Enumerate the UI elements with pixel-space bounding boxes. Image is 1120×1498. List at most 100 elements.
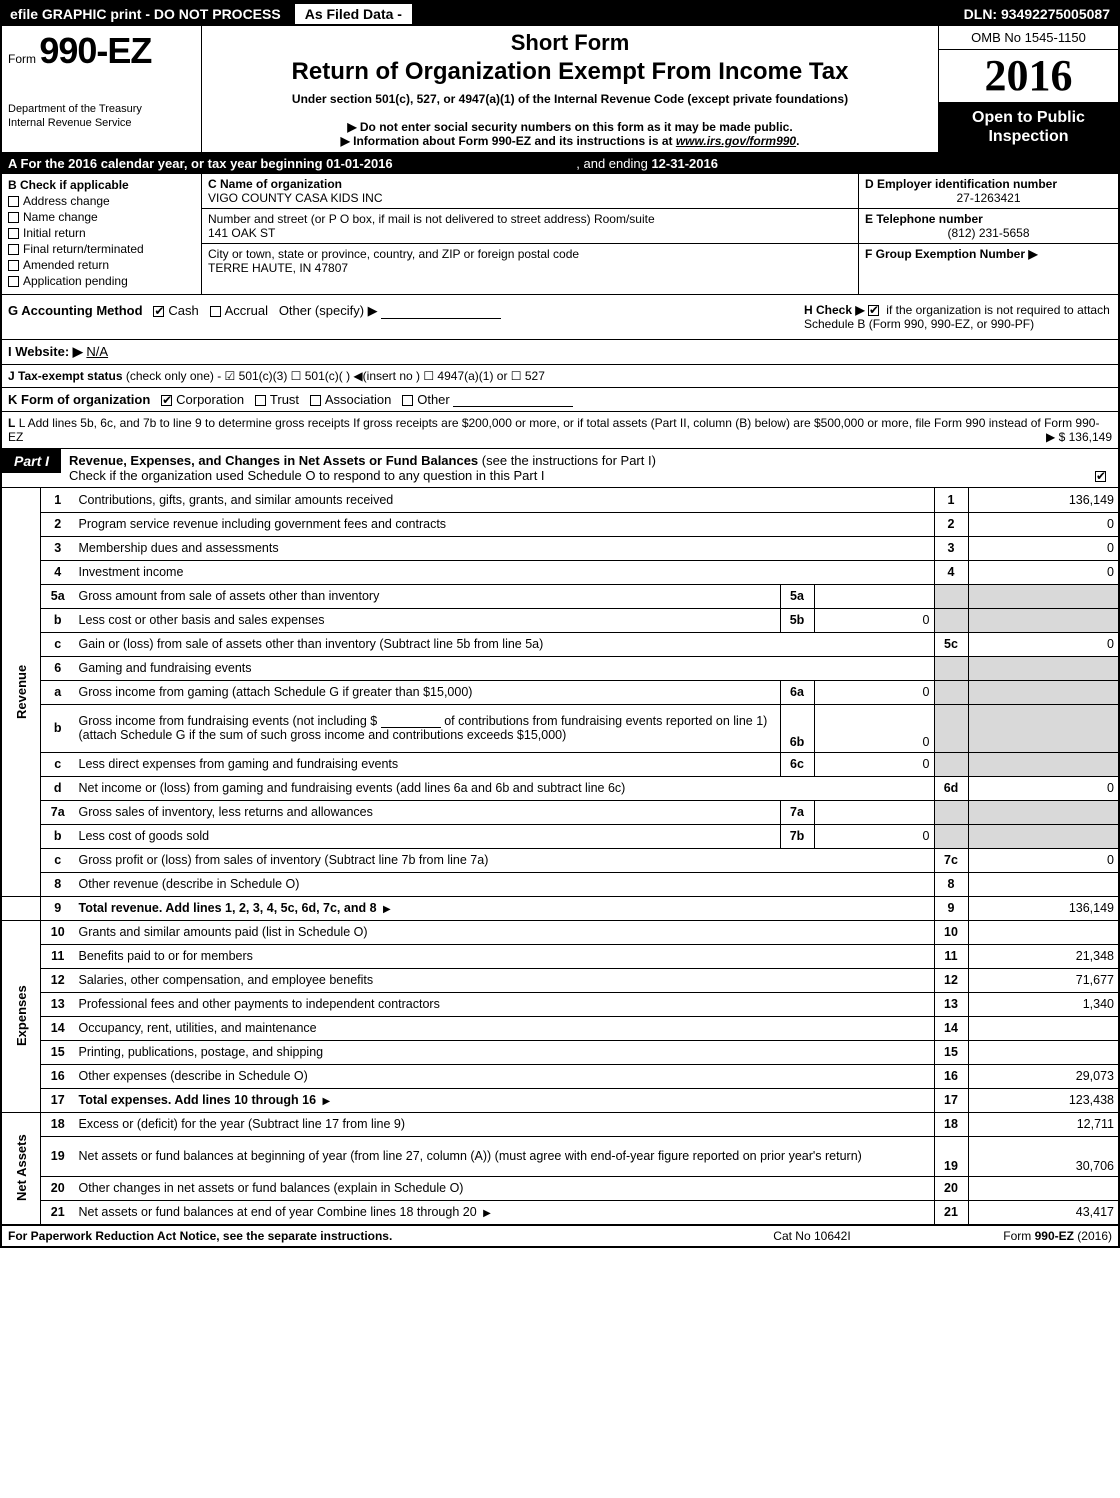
efile-label: efile GRAPHIC print - DO NOT PROCESS: [2, 2, 289, 26]
header-left: Form 990-EZ Department of the Treasury I…: [2, 26, 202, 152]
g-accounting: G Accounting Method Cash Accrual Other (…: [2, 295, 798, 339]
l8-rv: [968, 872, 1118, 896]
l-amt-value: 136,149: [1069, 430, 1112, 444]
l7a-sv: [814, 800, 934, 824]
l6d-num: d: [41, 776, 75, 800]
l6a-rn-grey: [934, 680, 968, 704]
l18-desc: Excess or (deficit) for the year (Subtra…: [79, 1117, 406, 1131]
header-sub2b: ▶ Information about Form 990-EZ and its …: [210, 134, 930, 148]
l12-desc: Salaries, other compensation, and employ…: [79, 973, 374, 987]
return-title: Return of Organization Exempt From Incom…: [210, 58, 930, 86]
l14-num: 14: [41, 1016, 75, 1040]
row-i: I Website: ▶ N/A: [2, 340, 1118, 365]
row-l: L L Add lines 5b, 6c, and 7b to line 9 t…: [2, 412, 1118, 449]
col-b: B Check if applicable Address change Nam…: [2, 174, 202, 294]
l7b-num: b: [41, 824, 75, 848]
chk-final-return[interactable]: [8, 244, 19, 255]
l12-rv: 71,677: [968, 968, 1118, 992]
h-label: H Check ▶: [804, 303, 865, 317]
chk-amended-return[interactable]: [8, 260, 19, 271]
e-phone-value: (812) 231-5658: [865, 226, 1112, 240]
l6a-num: a: [41, 680, 75, 704]
l6a-sv: 0: [814, 680, 934, 704]
l21-arrow-icon: [480, 1205, 494, 1219]
as-filed-box: As Filed Data -: [293, 2, 414, 26]
other-method-input[interactable]: [381, 307, 501, 319]
l7b-desc: Less cost of goods sold: [79, 829, 210, 843]
chk-corp[interactable]: [161, 395, 172, 406]
chk-application-pending[interactable]: [8, 276, 19, 287]
l1-rv: 136,149: [968, 488, 1118, 512]
dept-line1: Department of the Treasury: [8, 102, 195, 116]
l6b-amount-input[interactable]: [381, 716, 441, 728]
open-line1: Open to Public: [941, 108, 1116, 127]
l6b-sn: 6b: [780, 704, 814, 752]
chk-k-other[interactable]: [402, 395, 413, 406]
l15-rn: 15: [934, 1040, 968, 1064]
lbl-address-change: Address change: [23, 194, 110, 208]
l2-num: 2: [41, 512, 75, 536]
omb-number: OMB No 1545-1150: [939, 26, 1118, 50]
chk-assoc[interactable]: [310, 395, 321, 406]
l9-rv: 136,149: [968, 896, 1118, 920]
chk-cash[interactable]: [153, 306, 164, 317]
l5c-rv: 0: [968, 632, 1118, 656]
l20-rv: [968, 1176, 1118, 1200]
c-addr-value: 141 OAK ST: [208, 226, 852, 240]
l16-num: 16: [41, 1064, 75, 1088]
l4-rn: 4: [934, 560, 968, 584]
l7a-rv-grey: [968, 800, 1118, 824]
l12-rn: 12: [934, 968, 968, 992]
l-text: L Add lines 5b, 6c, and 7b to line 9 to …: [8, 416, 1099, 444]
l4-num: 4: [41, 560, 75, 584]
l6c-sn: 6c: [780, 752, 814, 776]
chk-h[interactable]: [868, 305, 879, 316]
lbl-assoc: Association: [325, 392, 391, 407]
open-line2: Inspection: [941, 127, 1116, 146]
k-label: K Form of organization: [8, 392, 150, 407]
section-expenses: Expenses: [2, 920, 41, 1112]
j-text: (check only one) - ☑ 501(c)(3) ☐ 501(c)(…: [126, 369, 545, 383]
k-other-input[interactable]: [453, 395, 573, 407]
chk-initial-return[interactable]: [8, 228, 19, 239]
l6a-desc: Gross income from gaming (attach Schedul…: [79, 685, 473, 699]
l20-rn: 20: [934, 1176, 968, 1200]
header-sub2b-text: ▶ Information about Form 990-EZ and its …: [341, 134, 676, 148]
l1-num: 1: [41, 488, 75, 512]
l3-rn: 3: [934, 536, 968, 560]
l21-rv: 43,417: [968, 1200, 1118, 1224]
chk-name-change[interactable]: [8, 212, 19, 223]
l18-rn: 18: [934, 1112, 968, 1136]
l6-num: 6: [41, 656, 75, 680]
l5c-rn: 5c: [934, 632, 968, 656]
chk-address-change[interactable]: [8, 196, 19, 207]
l5b-desc: Less cost or other basis and sales expen…: [79, 613, 325, 627]
chk-trust[interactable]: [255, 395, 266, 406]
l9-num: 9: [41, 896, 75, 920]
l10-rv: [968, 920, 1118, 944]
section-revenue: Revenue: [2, 488, 41, 896]
l2-desc: Program service revenue including govern…: [79, 517, 447, 531]
g-label: G Accounting Method: [8, 303, 143, 318]
c-name-value: VIGO COUNTY CASA KIDS INC: [208, 191, 852, 205]
c-name-label: C Name of organization: [208, 177, 852, 191]
lbl-k-other: Other: [417, 392, 450, 407]
part-i-title-block: Revenue, Expenses, and Changes in Net As…: [61, 449, 1118, 487]
l19-rn: 19: [934, 1136, 968, 1176]
l13-rv: 1,340: [968, 992, 1118, 1016]
chk-accrual[interactable]: [210, 306, 221, 317]
part-i-table: Revenue 1 Contributions, gifts, grants, …: [2, 488, 1118, 1225]
chk-part-i-scho[interactable]: [1095, 471, 1106, 482]
header-link[interactable]: www.irs.gov/form990: [676, 134, 796, 148]
h-check: H Check ▶ if the organization is not req…: [798, 295, 1118, 339]
lbl-corp: Corporation: [176, 392, 244, 407]
l21-rn: 21: [934, 1200, 968, 1224]
section-net-assets: Net Assets: [2, 1112, 41, 1224]
l5a-sv: [814, 584, 934, 608]
l5a-rn-grey: [934, 584, 968, 608]
lbl-accrual: Accrual: [225, 303, 268, 318]
l16-desc: Other expenses (describe in Schedule O): [79, 1069, 308, 1083]
l6d-desc: Net income or (loss) from gaming and fun…: [79, 781, 626, 795]
l5b-num: b: [41, 608, 75, 632]
col-b-title: B Check if applicable: [8, 178, 195, 192]
